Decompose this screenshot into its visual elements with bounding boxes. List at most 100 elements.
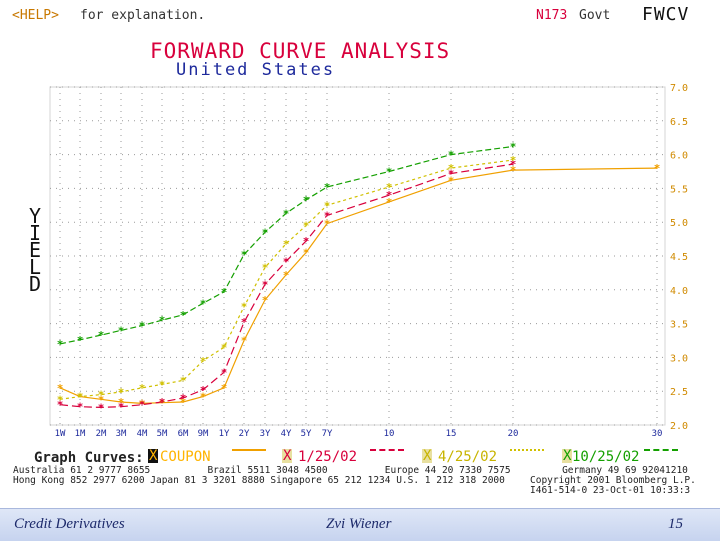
- data-point-marker: *: [221, 382, 228, 395]
- x-tick-label: 5Y: [301, 429, 312, 439]
- data-point-marker: *: [324, 218, 331, 231]
- legend-label: COUPON: [160, 449, 211, 465]
- data-point-marker: *: [180, 396, 187, 409]
- series-markers: ** * * * * * ********** ** * * * * * ************ * * * *…: [57, 140, 661, 414]
- legend-swatch: [232, 449, 266, 451]
- help-text: for explanation.: [80, 8, 206, 23]
- terminal-screen: <HELP> for explanation. N173 Govt FWCV F…: [12, 4, 696, 496]
- legend-label: 10/25/02: [572, 449, 640, 465]
- y-tick-label: 6.5: [670, 117, 688, 128]
- contacts-row-2: Hong Kong 852 2977 6200 Japan 81 3 3201 …: [13, 475, 505, 486]
- series-lines: [59, 145, 658, 409]
- legend-swatch: [370, 449, 404, 451]
- series-line-4-25-02: [59, 159, 514, 400]
- data-point-marker: *: [139, 399, 146, 412]
- y-axis-label-letter: E: [28, 238, 42, 262]
- y-axis-label-letter: D: [28, 272, 42, 296]
- series-line-coupon: [59, 167, 658, 405]
- data-point-marker: *: [448, 174, 455, 187]
- y-tick-label: 2.0: [670, 421, 688, 432]
- legend-checkbox[interactable]: X: [148, 448, 159, 464]
- function-code[interactable]: FWCV: [642, 4, 690, 25]
- data-point-marker: *: [241, 249, 248, 262]
- data-point-marker: *: [386, 181, 393, 194]
- data-point-marker: *: [303, 220, 310, 233]
- slide-footer: Credit Derivatives Zvi Wiener 15: [0, 508, 720, 541]
- section-label: Govt: [579, 8, 611, 23]
- data-point-marker: *: [324, 209, 331, 222]
- x-tick-label: 1W: [55, 429, 66, 439]
- x-tick-label: 1M: [75, 429, 86, 439]
- data-point-marker: *: [57, 382, 64, 395]
- data-point-marker: *: [303, 194, 310, 207]
- timestamp-stamp: I461-514-0 23-Oct-01 10:33:3: [530, 485, 691, 496]
- data-point-marker: *: [324, 199, 331, 212]
- x-tick-label: 3Y: [260, 429, 271, 439]
- y-axis-label-letter: Y: [28, 204, 42, 228]
- chart-grid: [49, 86, 666, 426]
- data-point-marker: *: [180, 392, 187, 405]
- data-point-marker: *: [221, 366, 228, 379]
- x-tick-label: 2Y: [239, 429, 250, 439]
- data-point-marker: *: [324, 181, 331, 194]
- graph-curves-label: Graph Curves:: [34, 450, 144, 466]
- data-point-marker: *: [262, 278, 269, 291]
- x-tick-label: 15: [446, 429, 457, 439]
- data-point-marker: *: [221, 341, 228, 354]
- x-tick-label: 9M: [198, 429, 209, 439]
- data-point-marker: *: [200, 391, 207, 404]
- footer-left-text: Credit Derivatives: [14, 516, 125, 532]
- legend-checkbox[interactable]: X: [562, 448, 573, 464]
- x-tick-label: 7Y: [322, 429, 333, 439]
- data-point-marker: *: [77, 401, 84, 414]
- data-point-marker: *: [118, 396, 125, 409]
- legend-checkbox[interactable]: X: [282, 448, 293, 464]
- data-point-marker: *: [98, 401, 105, 414]
- y-axis-label-letter: I: [28, 221, 42, 245]
- data-point-marker: *: [159, 396, 166, 409]
- x-tick-label: 20: [508, 429, 519, 439]
- data-point-marker: *: [98, 393, 105, 406]
- data-point-marker: *: [98, 389, 105, 402]
- data-point-marker: *: [200, 355, 207, 368]
- data-point-marker: *: [654, 162, 661, 175]
- data-point-marker: *: [118, 401, 125, 414]
- data-point-marker: *: [241, 316, 248, 329]
- data-point-marker: *: [139, 397, 146, 410]
- copyright: Copyright 2001 Bloomberg L.P.: [530, 475, 696, 486]
- data-point-marker: *: [241, 335, 248, 348]
- data-point-marker: *: [57, 393, 64, 406]
- help-key[interactable]: <HELP>: [12, 8, 59, 23]
- page-title: FORWARD CURVE ANALYSIS: [150, 39, 451, 63]
- data-point-marker: *: [262, 294, 269, 307]
- contacts-row-1: Australia 61 2 9777 8655 Brazil 5511 304…: [13, 465, 688, 476]
- legend-checkbox[interactable]: X: [422, 448, 433, 464]
- data-point-marker: *: [57, 399, 64, 412]
- data-point-marker: *: [654, 162, 661, 175]
- data-point-marker: *: [221, 286, 228, 299]
- data-point-marker: *: [57, 338, 64, 351]
- data-point-marker: *: [386, 166, 393, 179]
- x-tick-label: 30: [652, 429, 663, 439]
- data-point-marker: *: [510, 164, 517, 177]
- page-subtitle: United States: [176, 60, 336, 80]
- x-tick-labels: 1W 1M 2M 3M 4M 5M 6M 9M 1Y 2Y 3Y 4Y 5Y 7Y 10 15 20 30: [55, 429, 663, 439]
- data-point-marker: *: [283, 238, 290, 251]
- data-point-marker: *: [159, 314, 166, 327]
- y-axis-label-letter: L: [28, 255, 42, 279]
- data-point-marker: *: [98, 329, 105, 342]
- legend-swatch: [510, 449, 544, 451]
- footer-page-number: 15: [668, 516, 683, 532]
- y-tick-label: 2.5: [670, 387, 688, 398]
- data-point-marker: *: [118, 324, 125, 337]
- legend-label: 1/25/02: [298, 449, 358, 465]
- data-point-marker: *: [77, 391, 84, 404]
- data-point-marker: *: [510, 140, 517, 153]
- data-point-marker: *: [283, 269, 290, 282]
- data-point-marker: *: [448, 162, 455, 175]
- data-point-marker: *: [386, 189, 393, 202]
- legend-label: 4/25/02: [438, 449, 498, 465]
- y-tick-label: 6.0: [670, 151, 688, 162]
- y-tick-label: 4.0: [670, 286, 688, 297]
